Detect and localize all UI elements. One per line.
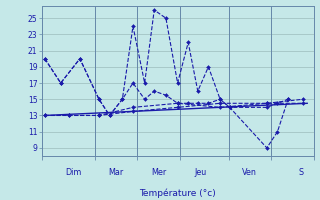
Text: Température (°c): Température (°c): [139, 189, 216, 198]
Text: Ven: Ven: [243, 168, 257, 177]
Text: S: S: [298, 168, 303, 177]
Text: Jeu: Jeu: [195, 168, 207, 177]
Text: Mer: Mer: [151, 168, 166, 177]
Text: Dim: Dim: [65, 168, 82, 177]
Text: Mar: Mar: [108, 168, 124, 177]
